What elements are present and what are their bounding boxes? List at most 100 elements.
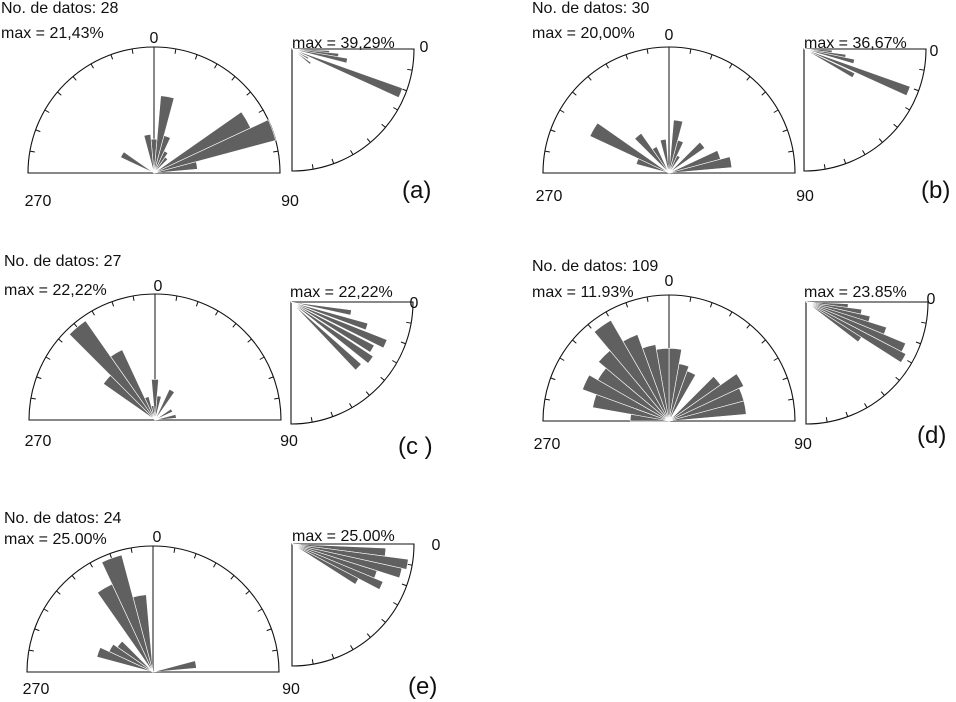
dip-frame xyxy=(803,48,927,172)
arc-tick xyxy=(646,48,649,54)
arc-tick xyxy=(130,547,133,553)
arc-tick xyxy=(773,109,779,113)
rose-panel-4: No. de datos: 109 max = 11.93% 0 270 90 max =… xyxy=(532,258,946,453)
dip-tick xyxy=(915,341,921,345)
panel-letter: (c ) xyxy=(398,433,433,460)
dip-petal xyxy=(291,48,403,99)
arc-tick xyxy=(56,590,61,595)
arc-tick xyxy=(544,398,550,401)
arc-tick xyxy=(788,398,794,401)
max-label: max = 11.93% xyxy=(532,284,634,301)
rose-panel-2: No. de datos: 30 max = 20,00% 0 270 90 max = … xyxy=(532,0,950,205)
rose-petal xyxy=(668,370,697,422)
arc-tick xyxy=(646,296,649,302)
rose-petal xyxy=(153,156,169,174)
arc-tick xyxy=(44,109,50,113)
arc-tick xyxy=(71,575,76,580)
rose-petal xyxy=(589,122,670,174)
dip-tick xyxy=(381,618,386,623)
dip-tick xyxy=(366,633,371,638)
dip-tick xyxy=(349,403,353,408)
rose-petal xyxy=(154,388,175,421)
west-label: 270 xyxy=(536,188,563,205)
rose-frame xyxy=(542,294,796,422)
arc-tick xyxy=(73,323,78,328)
arc-tick xyxy=(29,150,35,153)
dip-tick xyxy=(311,659,314,665)
panel-letter: (b) xyxy=(921,177,950,204)
rose-petal xyxy=(593,319,670,422)
rose-panel-5: No. de datos: 24 max = 25.00% 0 270 90 max = … xyxy=(4,510,441,700)
north-label: 0 xyxy=(153,529,162,546)
dip-petal xyxy=(291,48,310,60)
dip-tick xyxy=(380,376,385,381)
arc-tick xyxy=(761,339,766,344)
dip-tick xyxy=(330,411,334,417)
arc-tick xyxy=(274,397,280,400)
rose-petal xyxy=(659,138,670,174)
arc-tick xyxy=(214,63,218,69)
rose-petal xyxy=(598,350,670,422)
dip-tick xyxy=(392,360,397,364)
rose-petal xyxy=(668,400,747,422)
east-label: 90 xyxy=(796,188,814,205)
rose-petal xyxy=(635,158,670,174)
rose-petal xyxy=(629,413,670,422)
dip-tick xyxy=(862,150,866,155)
max-label: max = 22,22% xyxy=(4,282,107,299)
rose-frame xyxy=(542,46,796,174)
arc-tick xyxy=(213,562,217,568)
arc-tick xyxy=(689,48,692,54)
dip-tick xyxy=(311,164,314,170)
arc-tick xyxy=(194,54,198,60)
dip-tick xyxy=(393,602,398,606)
rose-petal xyxy=(634,132,670,174)
dip-tick xyxy=(913,88,919,92)
arc-tick xyxy=(761,91,766,96)
arc-tick xyxy=(90,63,94,69)
dip-tick xyxy=(825,417,828,423)
rose-petal xyxy=(143,134,155,174)
dip-petal xyxy=(803,48,855,65)
arc-tick xyxy=(746,324,751,329)
dip-tick xyxy=(350,150,354,155)
arc-tick xyxy=(245,590,250,595)
arc-tick xyxy=(782,129,788,133)
rose-petal xyxy=(96,583,154,673)
dip-petal xyxy=(290,301,352,316)
arc-tick xyxy=(259,356,265,360)
rose-petal xyxy=(154,408,173,421)
arc-tick xyxy=(195,301,199,307)
dip-tick xyxy=(406,321,412,324)
arc-tick xyxy=(625,54,629,60)
dip-petal xyxy=(805,301,907,363)
dip-frame xyxy=(805,301,929,425)
rose-panel-1: No. de datos: 28 max = 21,43% 0 270 90 max = … xyxy=(1,0,431,210)
rose-petal xyxy=(668,373,745,422)
panel-letter: (e) xyxy=(408,673,437,700)
arc-tick xyxy=(34,628,40,632)
rose-petal xyxy=(153,150,169,174)
east-label: 90 xyxy=(794,436,812,453)
arc-tick xyxy=(35,129,41,133)
arc-tick xyxy=(246,91,251,96)
arc-tick xyxy=(788,150,794,153)
dip-tick xyxy=(350,645,354,650)
arc-tick xyxy=(709,302,713,308)
dip-petal xyxy=(290,301,388,349)
rose-petal xyxy=(153,161,198,174)
rose-petal xyxy=(668,141,706,174)
arc-tick xyxy=(247,338,252,343)
arc-tick xyxy=(605,63,609,69)
rose-petal xyxy=(154,414,177,421)
arc-tick xyxy=(174,48,177,54)
dip-tick xyxy=(921,321,927,324)
dip-max-label: max = 25.00% xyxy=(292,528,395,545)
arc-tick xyxy=(43,608,49,612)
dip-petal xyxy=(291,543,359,585)
dip-petal xyxy=(290,301,375,353)
dip-tick xyxy=(907,360,912,364)
dip-tick xyxy=(401,88,407,92)
dip-tick xyxy=(401,583,407,587)
arc-tick xyxy=(193,553,197,559)
